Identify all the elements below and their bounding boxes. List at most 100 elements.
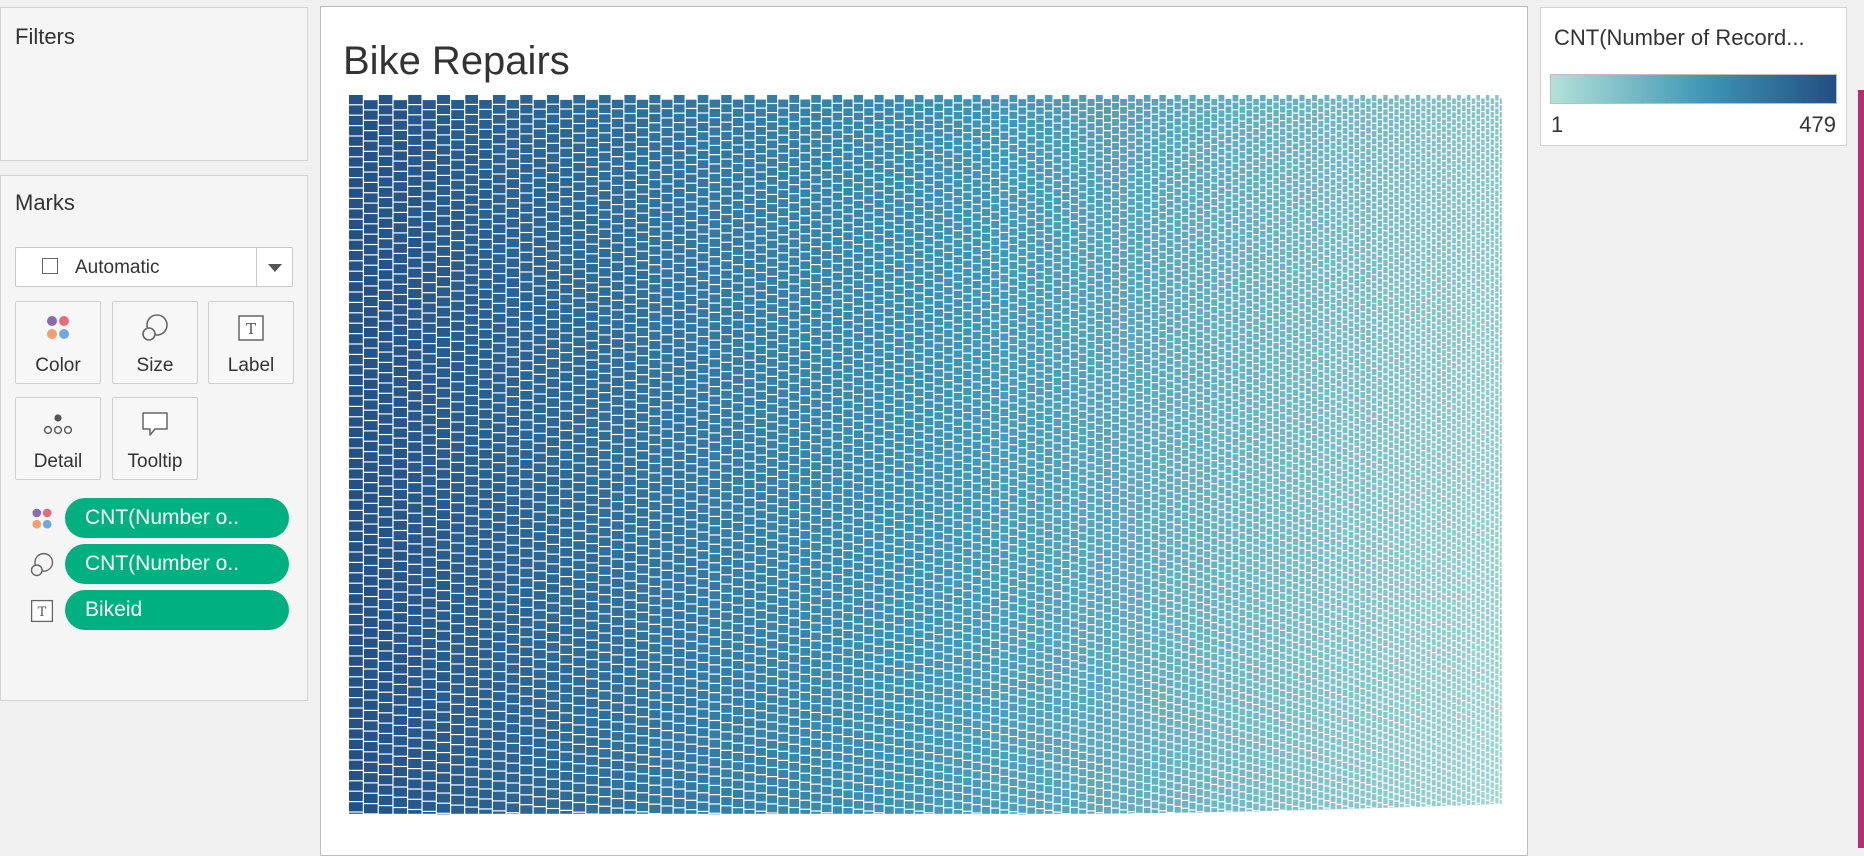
treemap-tile[interactable]	[874, 541, 884, 550]
treemap-tile[interactable]	[884, 204, 894, 212]
treemap-tile[interactable]	[349, 542, 363, 552]
treemap-tile[interactable]	[624, 371, 636, 381]
treemap-tile[interactable]	[436, 145, 450, 155]
treemap-tile[interactable]	[981, 217, 991, 225]
treemap-tile[interactable]	[843, 99, 853, 108]
treemap-tile[interactable]	[789, 248, 800, 257]
treemap-tile[interactable]	[649, 246, 661, 255]
treemap-tile[interactable]	[924, 563, 934, 572]
treemap-tile[interactable]	[1018, 257, 1027, 265]
treemap-tile[interactable]	[709, 266, 721, 275]
treemap-tile[interactable]	[832, 690, 843, 699]
treemap-tile[interactable]	[586, 592, 598, 601]
treemap-tile[interactable]	[721, 196, 732, 205]
treemap-tile[interactable]	[422, 506, 436, 516]
treemap-tile[interactable]	[533, 257, 546, 266]
treemap-tile[interactable]	[924, 443, 934, 451]
treemap-tile[interactable]	[685, 454, 697, 464]
treemap-tile[interactable]	[732, 568, 744, 577]
treemap-tile[interactable]	[1053, 205, 1061, 213]
treemap-tile[interactable]	[636, 460, 649, 470]
treemap-tile[interactable]	[991, 355, 1000, 363]
treemap-tile[interactable]	[560, 674, 573, 684]
treemap-tile[interactable]	[1027, 318, 1035, 326]
treemap-tile[interactable]	[953, 358, 963, 367]
treemap-tile[interactable]	[732, 504, 744, 513]
treemap-tile[interactable]	[465, 777, 478, 787]
treemap-tile[interactable]	[636, 498, 649, 508]
treemap-tile[interactable]	[422, 334, 436, 343]
treemap-tile[interactable]	[1062, 332, 1070, 340]
treemap-tile[interactable]	[573, 104, 586, 114]
treemap-tile[interactable]	[832, 397, 843, 405]
treemap-tile[interactable]	[547, 505, 560, 515]
treemap-tile[interactable]	[436, 196, 450, 206]
treemap-tile[interactable]	[673, 235, 685, 244]
treemap-tile[interactable]	[661, 420, 673, 429]
treemap-tile[interactable]	[755, 218, 766, 227]
treemap-tile[interactable]	[721, 723, 732, 732]
treemap-tile[interactable]	[778, 398, 789, 407]
treemap-tile[interactable]	[744, 223, 755, 232]
treemap-tile[interactable]	[573, 628, 586, 638]
treemap-tile[interactable]	[800, 737, 811, 746]
treemap-tile[interactable]	[520, 400, 533, 410]
treemap-tile[interactable]	[661, 702, 673, 712]
treemap-tile[interactable]	[789, 131, 800, 139]
treemap-tile[interactable]	[744, 122, 755, 131]
treemap-tile[interactable]	[547, 319, 560, 329]
treemap-tile[interactable]	[1027, 434, 1035, 442]
treemap-tile[interactable]	[1062, 520, 1070, 528]
treemap-tile[interactable]	[924, 692, 934, 701]
treemap-tile[interactable]	[822, 661, 832, 670]
treemap-tile[interactable]	[436, 581, 450, 590]
treemap-tile[interactable]	[953, 154, 963, 162]
treemap-tile[interactable]	[465, 195, 478, 205]
treemap-tile[interactable]	[649, 747, 661, 757]
treemap-tile[interactable]	[697, 495, 709, 504]
treemap-tile[interactable]	[1036, 330, 1044, 338]
treemap-tile[interactable]	[822, 251, 832, 259]
treemap-tile[interactable]	[1027, 782, 1035, 790]
treemap-tile[interactable]	[1053, 304, 1061, 312]
treemap-tile[interactable]	[755, 254, 766, 263]
treemap-tile[interactable]	[673, 498, 685, 507]
treemap-tile[interactable]	[408, 524, 422, 534]
treemap-tile[interactable]	[778, 661, 789, 670]
treemap-tile[interactable]	[832, 343, 843, 352]
treemap-tile[interactable]	[520, 450, 533, 459]
treemap-tile[interactable]	[408, 197, 422, 207]
treemap-tile[interactable]	[573, 492, 586, 502]
treemap-tile[interactable]	[811, 677, 821, 686]
treemap-tile[interactable]	[1062, 233, 1070, 241]
treemap-tile[interactable]	[789, 275, 800, 284]
treemap-tile[interactable]	[661, 203, 673, 212]
treemap-tile[interactable]	[685, 772, 697, 781]
treemap-tile[interactable]	[874, 646, 884, 655]
treemap-tile[interactable]	[991, 128, 1000, 136]
treemap-tile[interactable]	[884, 448, 894, 457]
treemap-tile[interactable]	[422, 395, 436, 404]
treemap-tile[interactable]	[853, 280, 864, 288]
treemap-tile[interactable]	[451, 110, 465, 119]
treemap-tile[interactable]	[853, 147, 864, 156]
treemap-tile[interactable]	[709, 377, 721, 386]
treemap-tile[interactable]	[573, 240, 586, 250]
treemap-tile[interactable]	[436, 105, 450, 115]
treemap-tile[interactable]	[611, 138, 624, 147]
treemap-tile[interactable]	[864, 380, 874, 389]
treemap-tile[interactable]	[624, 667, 636, 676]
treemap-tile[interactable]	[904, 376, 914, 385]
treemap-tile[interactable]	[586, 631, 598, 640]
treemap-tile[interactable]	[624, 600, 636, 609]
treemap-tile[interactable]	[874, 568, 884, 576]
treemap-tile[interactable]	[709, 368, 721, 377]
treemap-tile[interactable]	[364, 317, 378, 327]
treemap-tile[interactable]	[1009, 211, 1018, 219]
treemap-tile[interactable]	[560, 275, 573, 284]
treemap-tile[interactable]	[697, 486, 709, 495]
treemap-tile[interactable]	[649, 208, 661, 217]
treemap-tile[interactable]	[661, 382, 673, 391]
treemap-tile[interactable]	[1027, 616, 1035, 624]
treemap-tile[interactable]	[789, 122, 800, 130]
